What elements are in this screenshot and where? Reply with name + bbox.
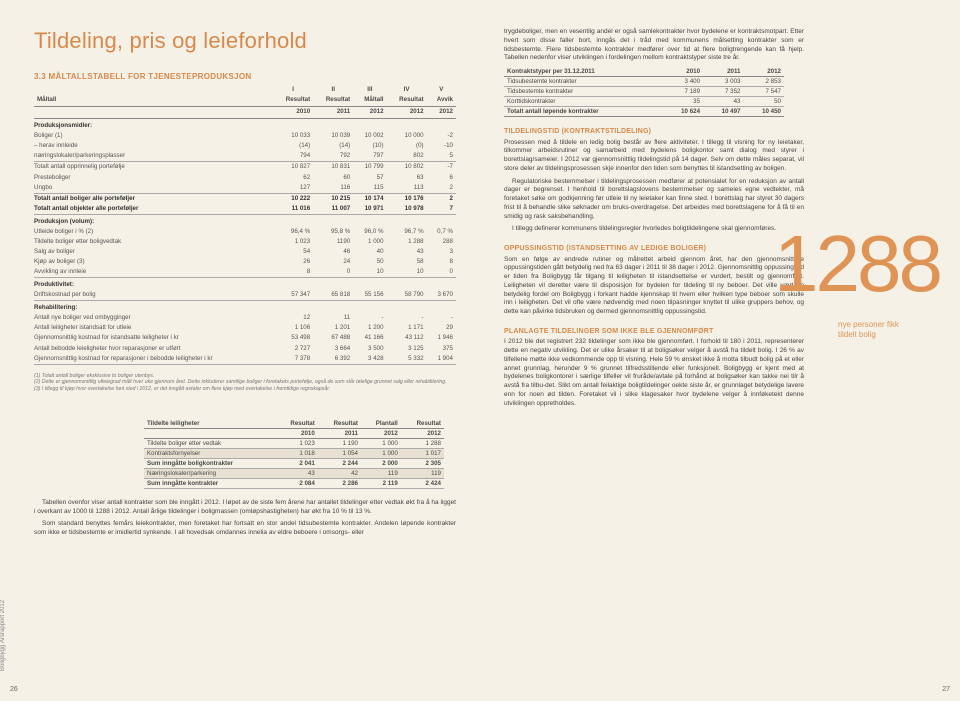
planlagte-heading: PLANLAGTE TILDELINGER SOM IKKE BLE GJENN… [504,327,804,336]
right-page: 27 trygdeboliger, men en vesentlig andel… [480,0,960,701]
callout-caption: nye personer fikk tildelt bolig [838,320,938,340]
left-body-text: Tabellen ovenfor viser antall kontrakter… [34,499,456,538]
callout-number: 1288 [774,230,940,298]
tildelte-table: Tildelte leiligheter Resultat Resultat P… [144,419,444,489]
kontrakt-table: Kontraktstyper per 31.12.2011 2010 2011 … [504,67,784,117]
page-number-left: 26 [10,686,18,693]
page-number-right: 27 [942,686,950,693]
left-page: Boligbygg Årsrapport 2012 26 Tildeling, … [0,0,480,701]
table-33-footnotes: (1) Totalt antall boliger eksklusive to … [34,373,456,393]
main-title: Tildeling, pris og leieforhold [34,28,456,54]
spine-label: Boligbygg Årsrapport 2012 [0,600,6,671]
right-intro: trygdeboliger, men en vesentlig andel er… [504,28,804,63]
tildelte-table-wrap: Tildelte leiligheter Resultat Resultat P… [144,419,444,489]
table-33-title: 3.3 MÅLTALLSTABELL FOR TJENESTEPRODUKSJO… [34,72,456,81]
table-33: I II III IV V Måltall Resultat Resultat … [34,85,456,365]
tildelingstid-heading: TILDELINGSTID (KONTRAKTSTILDELING) [504,127,804,136]
oppussing-heading: OPPUSSINGSTID (ISTANDSETTING AV LEDIGE B… [504,244,804,253]
